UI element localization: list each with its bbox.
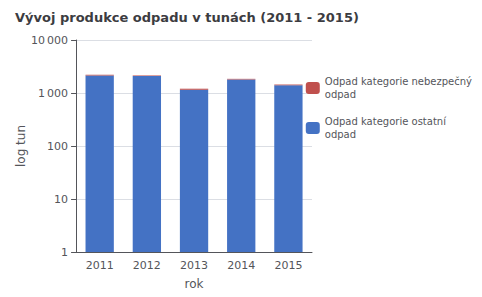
svg-text:10: 10 (54, 193, 68, 206)
svg-text:2012: 2012 (133, 259, 161, 272)
svg-text:10 000: 10 000 (31, 34, 68, 47)
svg-text:1: 1 (61, 246, 68, 259)
svg-text:Odpad kategorie nebezpečný: Odpad kategorie nebezpečný (325, 76, 472, 87)
svg-text:odpad: odpad (325, 129, 356, 140)
svg-text:log tun: log tun (14, 125, 28, 167)
svg-text:2015: 2015 (274, 259, 302, 272)
svg-text:2013: 2013 (180, 259, 208, 272)
svg-text:Odpad kategorie ostatní: Odpad kategorie ostatní (325, 116, 447, 127)
svg-text:100: 100 (47, 140, 68, 153)
svg-text:1 000: 1 000 (38, 87, 68, 100)
svg-text:2011: 2011 (86, 259, 114, 272)
svg-text:odpad: odpad (325, 89, 356, 100)
svg-text:Vývoj produkce odpadu v tunách: Vývoj produkce odpadu v tunách (2011 - 2… (15, 10, 359, 25)
svg-text:rok: rok (185, 277, 204, 291)
svg-text:2014: 2014 (227, 259, 255, 272)
